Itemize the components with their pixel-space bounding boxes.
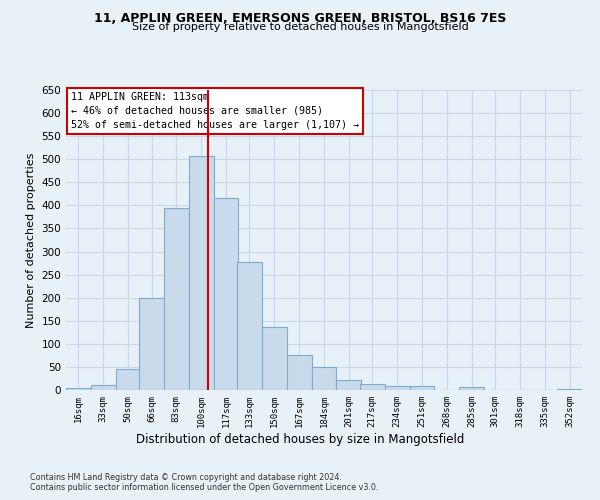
Y-axis label: Number of detached properties: Number of detached properties [26, 152, 36, 328]
Bar [459, 387, 484, 390]
Bar [237, 262, 262, 390]
Text: Size of property relative to detached houses in Mangotsfield: Size of property relative to detached ho… [131, 22, 469, 32]
Bar [164, 208, 189, 390]
Bar [360, 384, 385, 390]
Text: 11, APPLIN GREEN, EMERSONS GREEN, BRISTOL, BS16 7ES: 11, APPLIN GREEN, EMERSONS GREEN, BRISTO… [94, 12, 506, 26]
Bar [337, 380, 361, 390]
Bar [410, 386, 434, 390]
Bar [214, 198, 238, 390]
Bar [262, 327, 287, 390]
Bar [116, 369, 140, 390]
Bar [287, 355, 311, 390]
Bar [311, 367, 337, 390]
Bar [385, 386, 410, 390]
Bar [91, 386, 116, 390]
Text: 11 APPLIN GREEN: 113sqm
← 46% of detached houses are smaller (985)
52% of semi-d: 11 APPLIN GREEN: 113sqm ← 46% of detache… [71, 92, 359, 130]
Text: Distribution of detached houses by size in Mangotsfield: Distribution of detached houses by size … [136, 432, 464, 446]
Bar [189, 156, 214, 390]
Bar [66, 388, 91, 390]
Text: Contains public sector information licensed under the Open Government Licence v3: Contains public sector information licen… [30, 482, 379, 492]
Text: Contains HM Land Registry data © Crown copyright and database right 2024.: Contains HM Land Registry data © Crown c… [30, 472, 342, 482]
Bar [139, 298, 164, 390]
Bar [557, 389, 582, 390]
